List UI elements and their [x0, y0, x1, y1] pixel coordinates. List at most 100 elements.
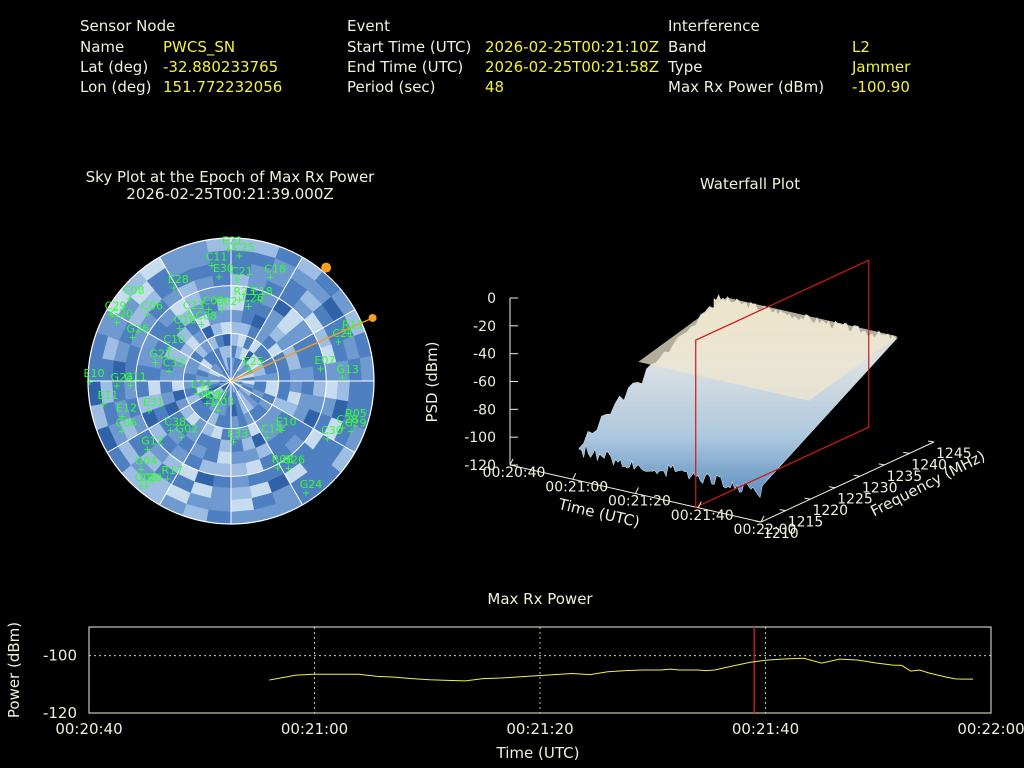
- event-end-value: 2026-02-25T00:21:58Z: [485, 58, 659, 76]
- skyplot-satellite-label: G08: [135, 471, 158, 484]
- event-end-label: End Time (UTC): [347, 58, 464, 76]
- skyplot-satellite-label: E18: [252, 285, 273, 298]
- skyplot-satellite-label: C29: [105, 299, 127, 312]
- skyplot-satellite-label: C08: [123, 284, 145, 297]
- skyplot-satellite-label: C32: [191, 378, 213, 391]
- skyplot-satellite-marker: +: [125, 294, 133, 305]
- skyplot-satellite-label: C10: [163, 333, 185, 346]
- waterfall-z-tick-label: -80: [473, 402, 496, 418]
- event-start-label: Start Time (UTC): [347, 38, 472, 56]
- sensor-node-heading: Sensor Node: [80, 17, 176, 35]
- waterfall-z-tick-label: 0: [487, 291, 496, 307]
- skyplot-satellite-label: C02: [216, 295, 238, 308]
- skyplot-satellite-marker: +: [151, 358, 159, 369]
- skyplot-satellite-marker: +: [266, 272, 274, 283]
- sensor-name-value: PWCS_SN: [163, 38, 236, 56]
- skyplot-satellite-label: E28: [168, 273, 189, 286]
- skyplot-satellite-marker: +: [245, 365, 253, 376]
- skyplot-satellite-marker: +: [284, 463, 292, 474]
- sensor-lat-label: Lat (deg): [80, 58, 149, 76]
- skyplot-satellite-label: C21: [231, 265, 253, 278]
- skyplot-satellite-marker: +: [107, 309, 115, 320]
- power-chart-series-line: [269, 657, 974, 682]
- skyplot-satellite-marker: +: [165, 343, 173, 354]
- skyplot-jammer-marker: [321, 262, 332, 273]
- waterfall-y-tick-label: 1230: [862, 480, 898, 496]
- skyplot-satellite-label: C30: [321, 424, 343, 437]
- skyplot-satellite-label: R23: [234, 285, 256, 298]
- skyplot-satellite-marker: +: [129, 332, 137, 343]
- interference-type-value: Jammer: [852, 58, 911, 76]
- skyplot-satellite-marker: +: [205, 304, 213, 315]
- skyplot-satellite-marker: +: [218, 305, 226, 316]
- skyplot-satellite-marker: +: [208, 399, 216, 410]
- skyplot-satellite-marker: +: [344, 329, 352, 340]
- sensor-lat-value: -32.880233765: [163, 58, 279, 76]
- waterfall-z-label: PSD (dBm): [423, 341, 441, 422]
- event-period-value: 48: [485, 78, 505, 96]
- skyplot-satellite-label: G21: [149, 348, 172, 361]
- skyplot-satellite-marker: +: [203, 398, 211, 409]
- waterfall-y-tick-label: 1215: [788, 515, 824, 531]
- skyplot-satellite-label: C23: [183, 299, 205, 312]
- skyplot-satellite-label: R17: [161, 464, 183, 477]
- skyplot-satellite-label: E33: [227, 427, 248, 440]
- power-chart-y-tick-label: -100: [43, 647, 77, 665]
- skyplot-satellite-marker: +: [143, 445, 151, 456]
- skyplot-satellite-label: E07: [314, 354, 335, 367]
- waterfall-x-tick: [697, 501, 702, 508]
- waterfall-z-tick-label: -120: [464, 458, 496, 474]
- waterfall-y-tick-label: 1225: [837, 492, 873, 508]
- skyplot-satellite-label: G24: [111, 371, 134, 384]
- skyplot-satellite-label: G12: [141, 435, 164, 448]
- sensor-lon-value: 151.772232056: [163, 78, 283, 96]
- waterfall-y-tick-label: 1210: [763, 526, 799, 542]
- skyplot-satellite-marker: +: [142, 481, 150, 492]
- skyplot-satellite-marker: +: [99, 399, 107, 410]
- skyplot-satellite-marker: +: [302, 488, 310, 499]
- skyplot-satellite-label: C06: [116, 417, 138, 430]
- skyplot-satellite-marker: +: [254, 295, 262, 306]
- skyplot-satellite-label: E30: [213, 262, 234, 275]
- skyplot-satellite-label: C18: [264, 262, 286, 275]
- waterfall-x-tick-label: 00:22:00: [734, 522, 797, 538]
- power-chart-x-tick-label: 00:20:40: [55, 720, 122, 738]
- waterfall-frequency-axis: [760, 441, 935, 523]
- skyplot-satellite-marker: +: [233, 275, 241, 286]
- skyplot-satellite-marker: +: [263, 432, 271, 443]
- skyplot-satellite-label: E25: [243, 355, 264, 368]
- event-period-label: Period (sec): [347, 78, 436, 96]
- skyplot-satellite-marker: +: [113, 381, 121, 392]
- skyplot-satellite-label: C08: [195, 310, 217, 323]
- skyplot-subtitle: 2026-02-25T00:21:39.000Z: [126, 185, 334, 203]
- waterfall-y-tick: [853, 474, 860, 477]
- waterfall-y-tick-label: 1245: [936, 446, 972, 462]
- skyplot-satellite-marker: +: [208, 261, 216, 272]
- waterfall-x-tick-label: 00:21:40: [671, 508, 734, 524]
- skyplot-satellite-label: C11: [206, 251, 228, 264]
- skyplot-satellite-label: G13: [336, 363, 359, 376]
- waterfall-marker-plane: [695, 259, 870, 509]
- event-start-value: 2026-02-25T00:21:10Z: [485, 38, 659, 56]
- skyplot-satellite-label: C28: [336, 413, 358, 426]
- waterfall-y-tick-label: 1235: [887, 469, 923, 485]
- skyplot-satellite-label: E10: [84, 367, 105, 380]
- skyplot-satellite-marker: +: [118, 427, 126, 438]
- power-chart-x-tick-label: 00:21:00: [281, 720, 348, 738]
- skyplot-satellite-marker: +: [323, 434, 331, 445]
- skyplot-satellite-label: C09: [203, 294, 225, 307]
- skyplot-satellite-label: E12: [116, 401, 137, 414]
- power-chart-x-tick-label: 00:21:40: [732, 720, 799, 738]
- power-chart-title: Max Rx Power: [487, 590, 593, 608]
- skyplot-satellite-marker: +: [334, 337, 342, 348]
- skyplot-satellite-marker: +: [274, 463, 282, 474]
- power-chart-y-label: Power (dBm): [5, 622, 23, 718]
- skyplot-satellite-label: C26: [242, 291, 264, 304]
- event-heading: Event: [347, 17, 390, 35]
- skyplot-satellite-marker: +: [178, 432, 186, 443]
- skyplot-satellite-marker: +: [193, 388, 201, 399]
- waterfall-x-tick: [572, 473, 577, 480]
- waterfall-x-tick: [760, 515, 765, 523]
